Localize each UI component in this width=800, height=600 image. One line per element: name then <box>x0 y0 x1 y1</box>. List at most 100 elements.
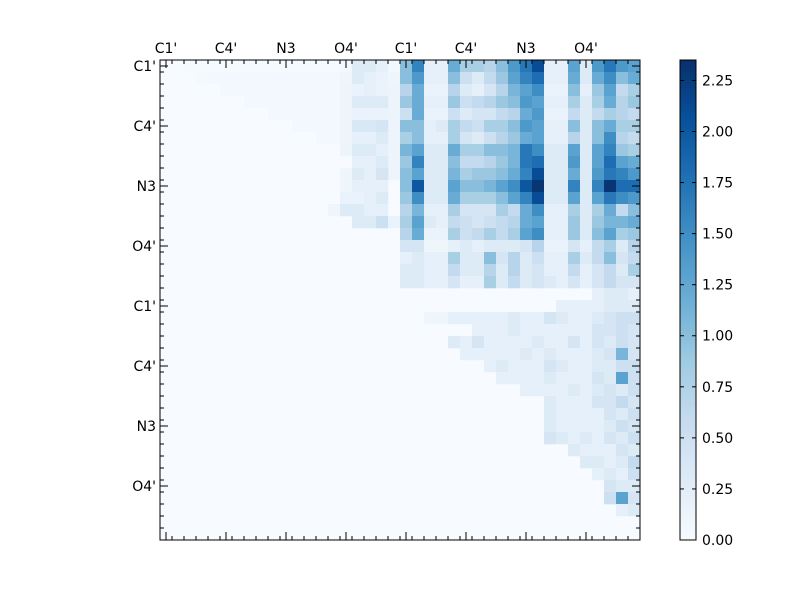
heatmap-cell <box>616 384 629 397</box>
heatmap-cell <box>496 120 509 133</box>
heatmap-cell <box>496 132 509 145</box>
heatmap-cell <box>592 192 605 205</box>
heatmap-cell <box>568 384 581 397</box>
heatmap-cell <box>496 312 509 325</box>
heatmap-cell <box>484 348 497 361</box>
heatmap-cell <box>424 252 437 265</box>
heatmap-cell <box>544 360 557 373</box>
heatmap-cell <box>604 132 617 145</box>
heatmap-cell <box>616 60 629 73</box>
heatmap-cell <box>532 204 545 217</box>
heatmap-cell <box>592 468 605 481</box>
heatmap-cell <box>580 348 593 361</box>
y-tick-labels: C1' C4' N3 O4' C1' C4' N3 O4' <box>132 59 156 495</box>
heatmap-cell <box>340 96 353 109</box>
heatmap-cell <box>496 192 509 205</box>
heatmap-cell <box>592 408 605 421</box>
heatmap-cell <box>388 120 401 133</box>
heatmap-cell <box>616 252 629 265</box>
heatmap-cell <box>400 240 413 253</box>
heatmap-cell <box>268 60 281 73</box>
heatmap-cell <box>532 84 545 97</box>
heatmap-cell <box>580 240 593 253</box>
heatmap-cell <box>472 204 485 217</box>
heatmap-cell <box>496 360 509 373</box>
x-tick-label: O4' <box>334 41 358 57</box>
heatmap-cell <box>532 96 545 109</box>
heatmap-cell <box>508 156 521 169</box>
heatmap-cell <box>616 432 629 445</box>
heatmap-cell <box>436 192 449 205</box>
heatmap-cell <box>364 96 377 109</box>
heatmap-cell <box>556 336 569 349</box>
heatmap-cell <box>412 180 425 193</box>
heatmap-cell <box>352 180 365 193</box>
heatmap-cell <box>556 348 569 361</box>
heatmap-cell <box>616 336 629 349</box>
heatmap-cell <box>556 360 569 373</box>
heatmap-cell <box>580 216 593 229</box>
heatmap-cell <box>604 336 617 349</box>
heatmap-cell <box>436 60 449 73</box>
heatmap-cell <box>628 108 641 121</box>
heatmap-cell <box>424 84 437 97</box>
heatmap-cell <box>472 228 485 241</box>
heatmap-cell <box>496 216 509 229</box>
heatmap-cell <box>328 120 341 133</box>
heatmap-cell <box>580 408 593 421</box>
heatmap-cell <box>604 288 617 301</box>
heatmap-cell <box>352 72 365 85</box>
heatmap-cell <box>472 144 485 157</box>
heatmap-cell <box>520 132 533 145</box>
heatmap-cell <box>568 252 581 265</box>
heatmap-cell <box>472 168 485 181</box>
heatmap-cell <box>592 132 605 145</box>
heatmap-cell <box>484 168 497 181</box>
heatmap-cell <box>292 96 305 109</box>
heatmap-cell <box>532 312 545 325</box>
colorbar-tick-label: 0.00 <box>702 533 733 549</box>
heatmap-cell <box>508 96 521 109</box>
heatmap-cell <box>412 264 425 277</box>
heatmap-cell <box>412 108 425 121</box>
heatmap-cell <box>376 156 389 169</box>
heatmap-cell <box>556 192 569 205</box>
heatmap-cell <box>616 108 629 121</box>
heatmap-cell <box>604 144 617 157</box>
heatmap-cell <box>520 120 533 133</box>
heatmap-cell <box>592 96 605 109</box>
heatmap-cell <box>496 252 509 265</box>
heatmap-cell <box>340 144 353 157</box>
heatmap-cell <box>532 144 545 157</box>
heatmap-cell <box>508 192 521 205</box>
heatmap-cell <box>616 312 629 325</box>
colorbar-tick-label: 0.25 <box>702 482 733 498</box>
heatmap-cell <box>544 72 557 85</box>
heatmap-cell <box>508 144 521 157</box>
heatmap-cell <box>364 72 377 85</box>
heatmap-cell <box>472 216 485 229</box>
heatmap-cell <box>436 84 449 97</box>
heatmap-cell <box>604 372 617 385</box>
heatmap-cell <box>592 240 605 253</box>
heatmap-cell <box>628 144 641 157</box>
heatmap-cell <box>628 432 641 445</box>
heatmap-cell <box>196 60 209 73</box>
heatmap-cell <box>532 264 545 277</box>
heatmap-cell <box>604 156 617 169</box>
heatmap-cell <box>316 72 329 85</box>
heatmap-cell <box>568 144 581 157</box>
heatmap-cell <box>520 108 533 121</box>
heatmap-cell <box>484 96 497 109</box>
heatmap-cell <box>508 264 521 277</box>
heatmap-cell <box>460 84 473 97</box>
heatmap-cell <box>376 192 389 205</box>
heatmap-cell <box>352 84 365 97</box>
heatmap-cell <box>532 360 545 373</box>
heatmap-cell <box>424 312 437 325</box>
heatmap-cell <box>424 144 437 157</box>
heatmap-cell <box>436 228 449 241</box>
heatmap-cell <box>472 84 485 97</box>
heatmap-cell <box>364 204 377 217</box>
heatmap-cell <box>460 276 473 289</box>
